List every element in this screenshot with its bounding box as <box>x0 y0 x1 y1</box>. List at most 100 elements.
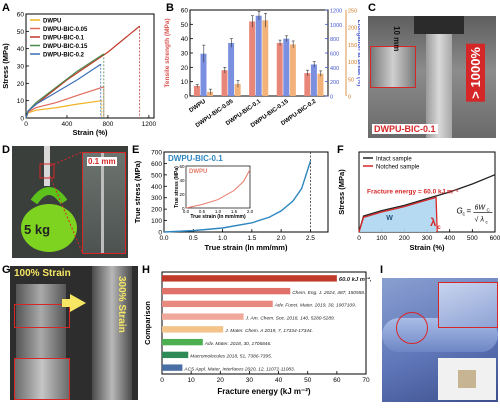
bar-b <box>276 42 283 96</box>
inset-y-tick-label-e: 20 <box>179 192 185 197</box>
y-tick-label-a: 10 <box>17 98 25 105</box>
bar-h <box>162 275 337 282</box>
y-tick-label-left-b: 30 <box>181 51 189 58</box>
y-tick-label-a: 20 <box>17 81 25 88</box>
x-axis-label-e: True strain (ln mm/mm) <box>205 243 288 252</box>
film-edge <box>101 153 104 253</box>
x-tick-label-e: 2.0 <box>277 235 286 242</box>
bar-b <box>289 44 296 96</box>
y-tick-label-right-b: 0 <box>330 95 333 101</box>
x-tick-label-h: 20 <box>217 377 225 384</box>
bar-b <box>221 70 228 96</box>
x-tick-label-f: 400 <box>444 235 455 242</box>
x-tick-label-f: 300 <box>422 235 433 242</box>
y-tick-label-left-b: 0 <box>184 94 188 101</box>
x-tick-label-f: 0 <box>357 235 361 242</box>
strain-300-label: 300% Strain <box>116 276 127 333</box>
eq-g-f: G <box>456 206 462 215</box>
photo-c: 10 mm > 1000% DWPU-BIC-0.1 <box>368 16 496 138</box>
y-tick-label-right2-b: 100 <box>348 60 357 66</box>
inset-x-tick-label-e: 0.5 <box>199 209 206 214</box>
bar-label-h: 60.0 kJ m⁻², This work <box>339 276 372 283</box>
eq-g-sub-f: c <box>462 211 465 217</box>
w-label-f: W <box>386 215 393 222</box>
film-photo <box>438 358 496 400</box>
y-tick-label-e: 0 <box>158 230 162 237</box>
bar-b <box>255 15 262 96</box>
panel-i: I <box>372 262 500 404</box>
y-tick-label-a: 0 <box>20 116 24 123</box>
lambda-sub-f: c <box>437 224 441 231</box>
panel-d: D 5 kg 0.1 mm <box>0 142 130 260</box>
x-tick-label-a: 800 <box>102 121 113 128</box>
arrow-icon <box>70 294 86 312</box>
panel-e: E 0 100 200 300 400 500 600 700 0.0 0.5 1.0 1.5 2.0 2… <box>130 142 335 260</box>
stretched-film <box>426 16 452 138</box>
thickness-label: 0.1 mm <box>87 157 117 166</box>
y-tick-label-left-b: 50 <box>181 22 189 29</box>
eq-den-sub-f: c <box>485 219 488 224</box>
y-tick-label-right2-b: 150 <box>348 43 357 49</box>
legend-label-f: Notched sample <box>376 165 420 171</box>
legend-label-a: DWPU-BIC-0.2 <box>43 53 85 59</box>
y-tick-label-right2-b: 0 <box>348 95 351 101</box>
inset-x-tick-label-e: 1.0 <box>215 209 222 214</box>
inset-y-tick-label-e: 40 <box>179 178 185 183</box>
lambda-label-f: λ <box>430 217 436 229</box>
y-tick-label-right2-b: 250 <box>348 9 357 15</box>
x-tick-label-e: 2.5 <box>306 235 315 242</box>
bar-b <box>234 83 241 96</box>
fracture-energy-label-f: Fracture energy = 60.0 kJ m⁻² <box>367 188 459 195</box>
eq-num-sub-f: C <box>486 207 490 212</box>
y-tick-label-e: 200 <box>151 207 162 214</box>
bar-h <box>162 300 273 308</box>
y-axis-label-a: Stress (MPa) <box>1 43 10 89</box>
strain-label: > 1000% <box>466 44 485 102</box>
x-axis-label-h: Fracture energy (kJ m⁻²) <box>217 387 310 396</box>
series-line-e <box>163 160 312 233</box>
chart-f: 0 100 200 300 400 500 600 Strain (%) Stress (MPa… <box>337 151 500 252</box>
bar-b <box>317 73 324 96</box>
chart-a: 0 10 20 30 40 50 60 0 400 800 1200 Strain (%) Stress… <box>1 12 156 138</box>
y-tick-label-right-b: 1000 <box>330 23 342 29</box>
series-line-a <box>25 63 102 119</box>
x-tick-label-h: 70 <box>362 377 370 384</box>
bar-b <box>304 73 311 96</box>
category-label-b: DWPU <box>188 99 206 114</box>
grip-clamp <box>414 16 464 34</box>
legend-label-a: DWPU-BIC-0.05 <box>43 27 88 33</box>
hanging-film <box>44 146 50 186</box>
inset-x-tick-label-e: 2.0 <box>247 209 254 214</box>
y-tick-label-a: 30 <box>17 64 25 71</box>
legend-label-a: DWPU-BIC-0.15 <box>43 44 88 50</box>
x-axis-label-f: Strain (%) <box>409 243 445 252</box>
y-axis-label-e: True stress (MPa) <box>133 160 142 223</box>
y-tick-label-e: 500 <box>151 172 162 179</box>
kettlebell <box>21 187 77 252</box>
y-tick-label-e: 600 <box>151 161 162 168</box>
bar-b <box>283 38 290 96</box>
bar-b <box>193 85 200 96</box>
weight-label: 5 kg <box>24 222 51 237</box>
bar-b <box>310 64 317 96</box>
bar-label-h: Adv. Mater. 2018, 30, 1706846. <box>204 341 272 347</box>
y-tick-label-e: 300 <box>151 195 162 202</box>
strain-100-label: 100% Strain <box>14 268 71 279</box>
film-square <box>458 370 476 388</box>
panel-label-c: C <box>368 2 376 14</box>
x-tick-label-h: 40 <box>275 377 283 384</box>
y-tick-label-e: 700 <box>151 150 162 157</box>
bar-h <box>162 364 183 371</box>
photo-i <box>382 278 498 402</box>
y-tick-label-right-b: 200 <box>330 80 339 86</box>
panel-label-a: A <box>2 2 10 14</box>
legend-label-a: DWPU-BIC-0.1 <box>43 36 85 42</box>
bar-label-h: Chem. Eng. J. 2024, 487, 150558. <box>292 290 365 296</box>
inset-frame-e <box>185 165 251 209</box>
y-axis-label-h: Comparison <box>143 301 152 345</box>
legend-label-a: DWPU <box>43 19 61 25</box>
zoom-inset <box>370 46 416 88</box>
x-tick-label-e: 1.5 <box>247 235 256 242</box>
x-tick-label-h: 30 <box>246 377 254 384</box>
bar-label-h: ACS Appl. Mater. Interfaces 2020, 12, 11… <box>183 366 295 372</box>
